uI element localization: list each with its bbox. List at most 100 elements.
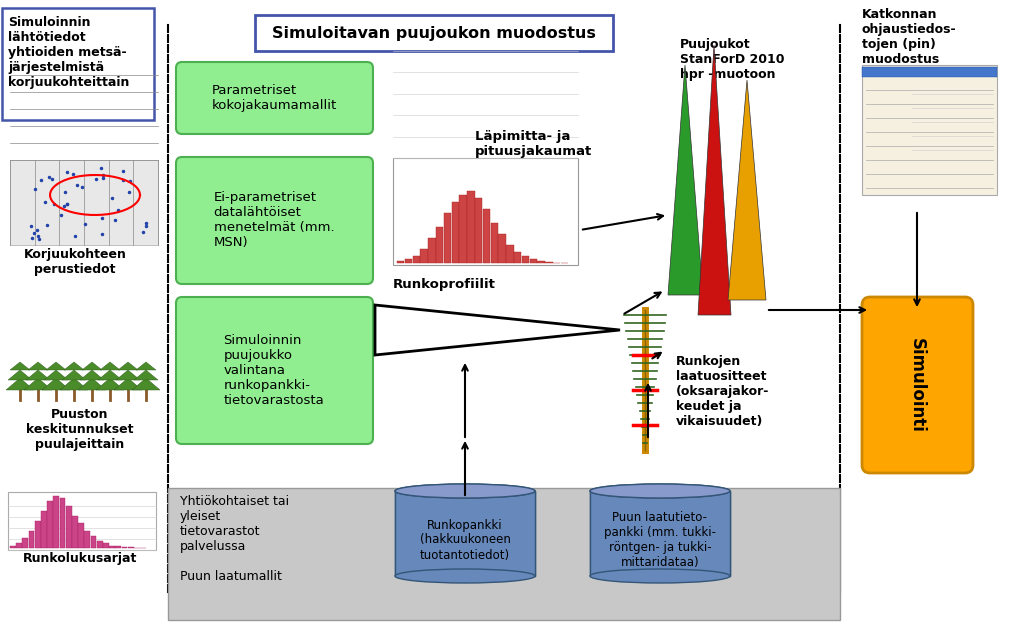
Polygon shape [728, 80, 766, 300]
Polygon shape [116, 370, 140, 380]
FancyBboxPatch shape [176, 157, 373, 284]
Bar [53, 495, 59, 548]
Text: Runkopankki
(hakkuukoneen
tuotantotiedot): Runkopankki (hakkuukoneen tuotantotiedot… [419, 518, 510, 562]
Polygon shape [82, 362, 102, 370]
Polygon shape [8, 370, 32, 380]
Bar [65, 506, 72, 548]
Polygon shape [136, 362, 155, 370]
Polygon shape [80, 370, 104, 380]
FancyBboxPatch shape [176, 297, 373, 444]
Bar [122, 547, 127, 548]
Polygon shape [134, 370, 158, 380]
Bar [16, 543, 21, 548]
Bar [128, 547, 133, 548]
Text: Puuston
keskitunnukset
puulajeittain: Puuston keskitunnukset puulajeittain [27, 408, 134, 451]
Polygon shape [26, 370, 50, 380]
Text: Runkoprofiilit: Runkoprofiilit [393, 278, 496, 291]
Bar [530, 260, 537, 263]
Text: Simuloitavan puujoukon muodostus: Simuloitavan puujoukon muodostus [272, 26, 596, 41]
Bar [97, 540, 102, 548]
Polygon shape [44, 370, 68, 380]
Bar [420, 249, 428, 263]
Bar [475, 198, 482, 263]
FancyBboxPatch shape [2, 8, 154, 120]
Text: Puujoukot
StanForD 2010
hpr -muotoon: Puujoukot StanForD 2010 hpr -muotoon [680, 38, 785, 81]
Bar [29, 531, 35, 548]
Polygon shape [96, 378, 124, 390]
Bar [483, 209, 490, 263]
FancyBboxPatch shape [255, 15, 613, 51]
Bar [116, 545, 121, 548]
Bar [405, 260, 412, 263]
Text: Parametriset
kokojakaumamallit: Parametriset kokojakaumamallit [212, 84, 337, 112]
Text: Korjuukohteen
perustiedot: Korjuukohteen perustiedot [24, 248, 127, 276]
Bar [168, 488, 840, 620]
Bar [862, 67, 997, 77]
Bar [436, 227, 443, 263]
Bar [10, 160, 158, 245]
Polygon shape [28, 362, 48, 370]
Polygon shape [100, 362, 120, 370]
Polygon shape [24, 378, 52, 390]
Text: Ei-parametriset
datalähtöiset
menetelmät (mm.
MSN): Ei-parametriset datalähtöiset menetelmät… [214, 191, 335, 249]
Polygon shape [132, 378, 160, 390]
Bar [459, 194, 466, 263]
Text: Simulointi: Simulointi [908, 337, 926, 432]
Bar [498, 234, 505, 263]
Polygon shape [78, 378, 106, 390]
Polygon shape [62, 370, 86, 380]
Ellipse shape [395, 569, 535, 583]
Text: Runkojen
laatuositteet
(oksarajakor-
keudet ja
vikaisuudet): Runkojen laatuositteet (oksarajakor- keu… [676, 355, 769, 428]
Bar [862, 65, 997, 195]
Polygon shape [118, 362, 138, 370]
Bar [35, 520, 41, 548]
Bar [72, 515, 78, 548]
Bar [468, 191, 475, 263]
Ellipse shape [395, 484, 535, 498]
Bar [412, 256, 419, 263]
Bar [491, 223, 498, 263]
Polygon shape [375, 305, 620, 355]
Bar [47, 500, 53, 548]
Bar [451, 202, 459, 263]
Ellipse shape [590, 484, 730, 498]
Bar [395, 491, 535, 576]
Bar [590, 491, 730, 576]
Ellipse shape [590, 569, 730, 583]
FancyBboxPatch shape [176, 62, 373, 134]
Bar [8, 492, 155, 550]
Text: Katkonnan
ohjaustiedos-
tojen (pin)
muodostus: Katkonnan ohjaustiedos- tojen (pin) muod… [862, 8, 957, 66]
Bar [506, 245, 514, 263]
Polygon shape [42, 378, 70, 390]
Bar [85, 531, 90, 548]
Bar [41, 511, 47, 548]
Text: Läpimitta- ja
pituusjakaumat: Läpimitta- ja pituusjakaumat [475, 130, 592, 158]
Polygon shape [698, 45, 731, 315]
Polygon shape [98, 370, 122, 380]
Text: Simuloinnin
puujoukko
valintana
runkopankki-
tietovarastosta: Simuloinnin puujoukko valintana runkopan… [224, 334, 324, 406]
Bar [109, 545, 115, 548]
FancyBboxPatch shape [862, 297, 973, 473]
Polygon shape [64, 362, 84, 370]
Bar [545, 262, 552, 263]
Bar [91, 536, 96, 548]
Bar [444, 213, 451, 263]
Polygon shape [10, 362, 30, 370]
Text: Yhtiökohtaiset tai
yleiset
tietovarastot
palvelussa

Puun laatumallit: Yhtiökohtaiset tai yleiset tietovarastot… [180, 495, 290, 583]
Ellipse shape [395, 484, 535, 498]
Bar [23, 538, 28, 548]
Bar [429, 238, 436, 263]
Text: Puun laatutieto-
pankki (mm. tukki-
röntgen- ja tukki-
mittaridataa): Puun laatutieto- pankki (mm. tukki- rönt… [604, 511, 716, 569]
Polygon shape [60, 378, 88, 390]
Polygon shape [6, 378, 34, 390]
Ellipse shape [590, 484, 730, 498]
Bar [103, 543, 108, 548]
Bar [522, 256, 529, 263]
Text: Runkolukusarjat: Runkolukusarjat [23, 552, 137, 565]
Bar [397, 261, 404, 263]
Bar [78, 523, 84, 548]
Polygon shape [46, 362, 66, 370]
Bar [393, 158, 578, 265]
Polygon shape [668, 65, 703, 295]
Bar [537, 261, 544, 263]
